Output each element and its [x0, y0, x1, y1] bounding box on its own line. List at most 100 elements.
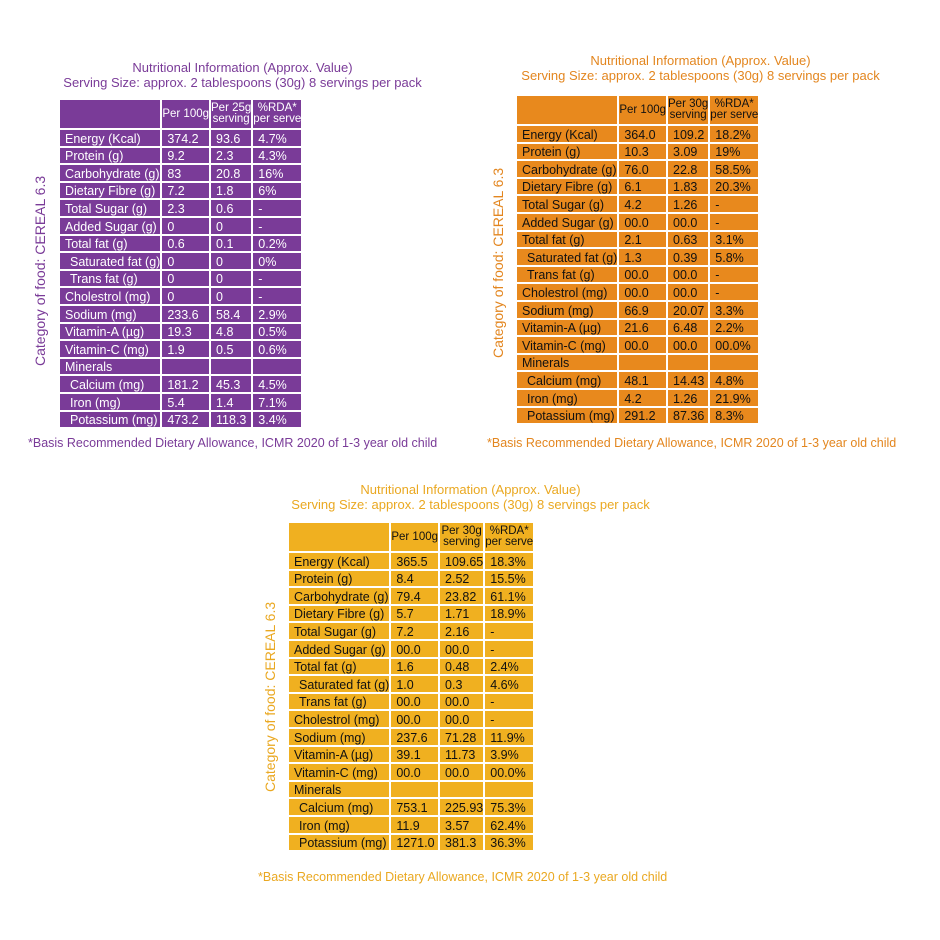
- nutrient-value: 75.3%: [485, 799, 534, 817]
- nutrient-value: 473.2: [162, 411, 212, 430]
- nutrient-value: 87.36: [668, 407, 711, 426]
- nutrient-value: 0.2%: [253, 236, 302, 254]
- table-row: Cholestrol (mg) 00.0 00.0-: [517, 284, 759, 302]
- nutrient-value: [619, 354, 669, 373]
- nutrient-name: Total Sugar (g): [517, 196, 620, 214]
- table-row: Sodium (mg) 237.6 71.28 11.9%: [289, 728, 534, 747]
- nutrient-value: 00.0: [440, 640, 486, 659]
- nutrient-value: 3.09: [668, 143, 711, 162]
- nutrient-value: 0.48: [440, 658, 486, 677]
- nutrient-value: 381.3: [440, 834, 486, 853]
- nutrient-value: 8.4: [391, 570, 441, 589]
- header-blank-cell: [517, 96, 620, 126]
- nutrient-value: 00.0: [668, 284, 711, 302]
- nutrient-name: Calcium (mg): [60, 376, 163, 394]
- nutrient-name: Added Sugar (g): [289, 640, 392, 659]
- nutrient-value: 00.0: [668, 266, 711, 285]
- nutrient-value: 1.71: [440, 605, 486, 624]
- nutrient-value: 0: [211, 288, 254, 306]
- nutrient-value: 1.8: [211, 182, 254, 201]
- table-row: Protein (g) 8.4 2.52 15.5%: [289, 570, 534, 589]
- nutrient-value: 2.52: [440, 570, 486, 589]
- column-header: %RDA* per serve: [485, 523, 534, 553]
- nutrient-value: [253, 359, 302, 377]
- nutrient-value: -: [253, 288, 302, 306]
- nutrient-name: Carbohydrate (g): [60, 165, 163, 183]
- table-row: Total fat (g) 0.6 0.1 0.2%: [60, 235, 302, 254]
- nutrient-value: 45.3: [211, 376, 254, 394]
- nutrient-value: 3.57: [440, 816, 486, 835]
- table-row: Saturated fat (g) 0 0 0%: [60, 253, 302, 271]
- nutrient-value: 93.6: [211, 130, 254, 148]
- nutrient-value: 0: [162, 288, 212, 306]
- nutrient-value: [211, 358, 254, 377]
- table-row: Potassium (mg) 1271.0 381.3 36.3%: [289, 834, 534, 853]
- nutrient-value: 233.6: [162, 305, 212, 324]
- nutrient-value: 0.6: [162, 235, 212, 254]
- nutrient-value: 00.0: [668, 337, 711, 355]
- nutrient-value: 22.8: [668, 161, 711, 179]
- table-row: Total fat (g) 2.1 0.63 3.1%: [517, 231, 759, 250]
- table-row: Carbohydrate (g) 79.4 23.82 61.1%: [289, 588, 534, 606]
- nutrient-name: Minerals: [60, 358, 163, 377]
- nutrient-value: 5.8%: [710, 249, 759, 267]
- nutrition-table: Per 100g Per 30g serving %RDA* per serve Ener…: [289, 523, 534, 853]
- nutrient-value: 0%: [253, 253, 302, 271]
- nutrient-value: 58.4: [211, 305, 254, 324]
- nutrient-name: Added Sugar (g): [517, 213, 620, 232]
- nutrient-value: 71.28: [440, 728, 486, 747]
- panel-header: Nutritional Information (Approx. Value) …: [508, 53, 893, 83]
- table-row: Cholestrol (mg) 0 0-: [60, 288, 302, 306]
- nutrient-name: Trans fat (g): [289, 693, 392, 712]
- header-blank-cell: [60, 100, 163, 130]
- nutrient-value: 00.0%: [485, 764, 534, 782]
- nutrient-value: 1.3: [619, 249, 669, 267]
- table-row: Iron (mg) 5.4 1.4 7.1%: [60, 393, 302, 412]
- nutrient-value: 118.3: [211, 411, 254, 430]
- nutrient-value: 4.7%: [253, 130, 302, 148]
- nutrient-name: Vitamin-C (mg): [289, 764, 392, 782]
- table-row: Potassium (mg) 291.2 87.36 8.3%: [517, 407, 759, 426]
- nutrient-name: Cholestrol (mg): [289, 711, 392, 729]
- nutrient-value: [485, 782, 534, 800]
- nutrient-name: Dietary Fibre (g): [517, 178, 620, 197]
- nutrient-value: 7.1%: [253, 394, 302, 412]
- nutrient-name: Minerals: [289, 781, 392, 800]
- nutrient-value: 18.3%: [485, 553, 534, 571]
- nutrient-value: 5.4: [162, 393, 212, 412]
- nutrient-value: 365.5: [391, 553, 441, 571]
- nutrient-name: Iron (mg): [289, 816, 392, 835]
- table-row: Trans fat (g) 00.0 00.0-: [289, 693, 534, 712]
- nutrient-value: -: [710, 267, 759, 285]
- nutrient-name: Saturated fat (g): [289, 676, 392, 694]
- panel-title: Nutritional Information (Approx. Value): [132, 60, 353, 75]
- nutrient-value: 5.7: [391, 605, 441, 624]
- column-header: Per 30g serving: [668, 96, 711, 126]
- table-row: Sodium (mg) 66.9 20.07 3.3%: [517, 301, 759, 320]
- table-header-row: Per 100g Per 25g serving %RDA* per serve: [60, 100, 302, 130]
- nutrient-value: 0: [162, 253, 212, 271]
- column-header: %RDA* per serve: [710, 96, 759, 126]
- nutrition-table: Per 100g Per 30g serving %RDA* per serve Ener…: [517, 96, 759, 426]
- table-row: Saturated fat (g) 1.3 0.39 5.8%: [517, 249, 759, 267]
- nutrient-value: [668, 354, 711, 373]
- nutrient-value: 753.1: [391, 799, 441, 817]
- nutrient-value: 11.9%: [485, 729, 534, 747]
- nutrient-value: -: [485, 641, 534, 659]
- nutrient-value: 39.1: [391, 746, 441, 765]
- nutrient-value: 20.07: [668, 301, 711, 320]
- table-row: Total Sugar (g) 7.2 2.16-: [289, 623, 534, 641]
- nutrient-value: 0.1: [211, 235, 254, 254]
- table-row: Total Sugar (g) 4.2 1.26-: [517, 196, 759, 214]
- nutrient-value: 0.63: [668, 231, 711, 250]
- table-header-row: Per 100g Per 30g serving %RDA* per serve: [517, 96, 759, 126]
- nutrient-value: 20.3%: [710, 179, 759, 197]
- nutrient-value: 237.6: [391, 728, 441, 747]
- nutrient-value: 2.2%: [710, 320, 759, 338]
- nutrient-name: Total Sugar (g): [60, 200, 163, 218]
- nutrient-value: 0: [162, 270, 212, 289]
- table-row: Vitamin-A (µg) 39.1 11.73 3.9%: [289, 746, 534, 765]
- nutrient-value: 1.9: [162, 341, 212, 359]
- nutrient-value: 36.3%: [485, 835, 534, 853]
- nutrient-value: 4.2: [619, 196, 669, 214]
